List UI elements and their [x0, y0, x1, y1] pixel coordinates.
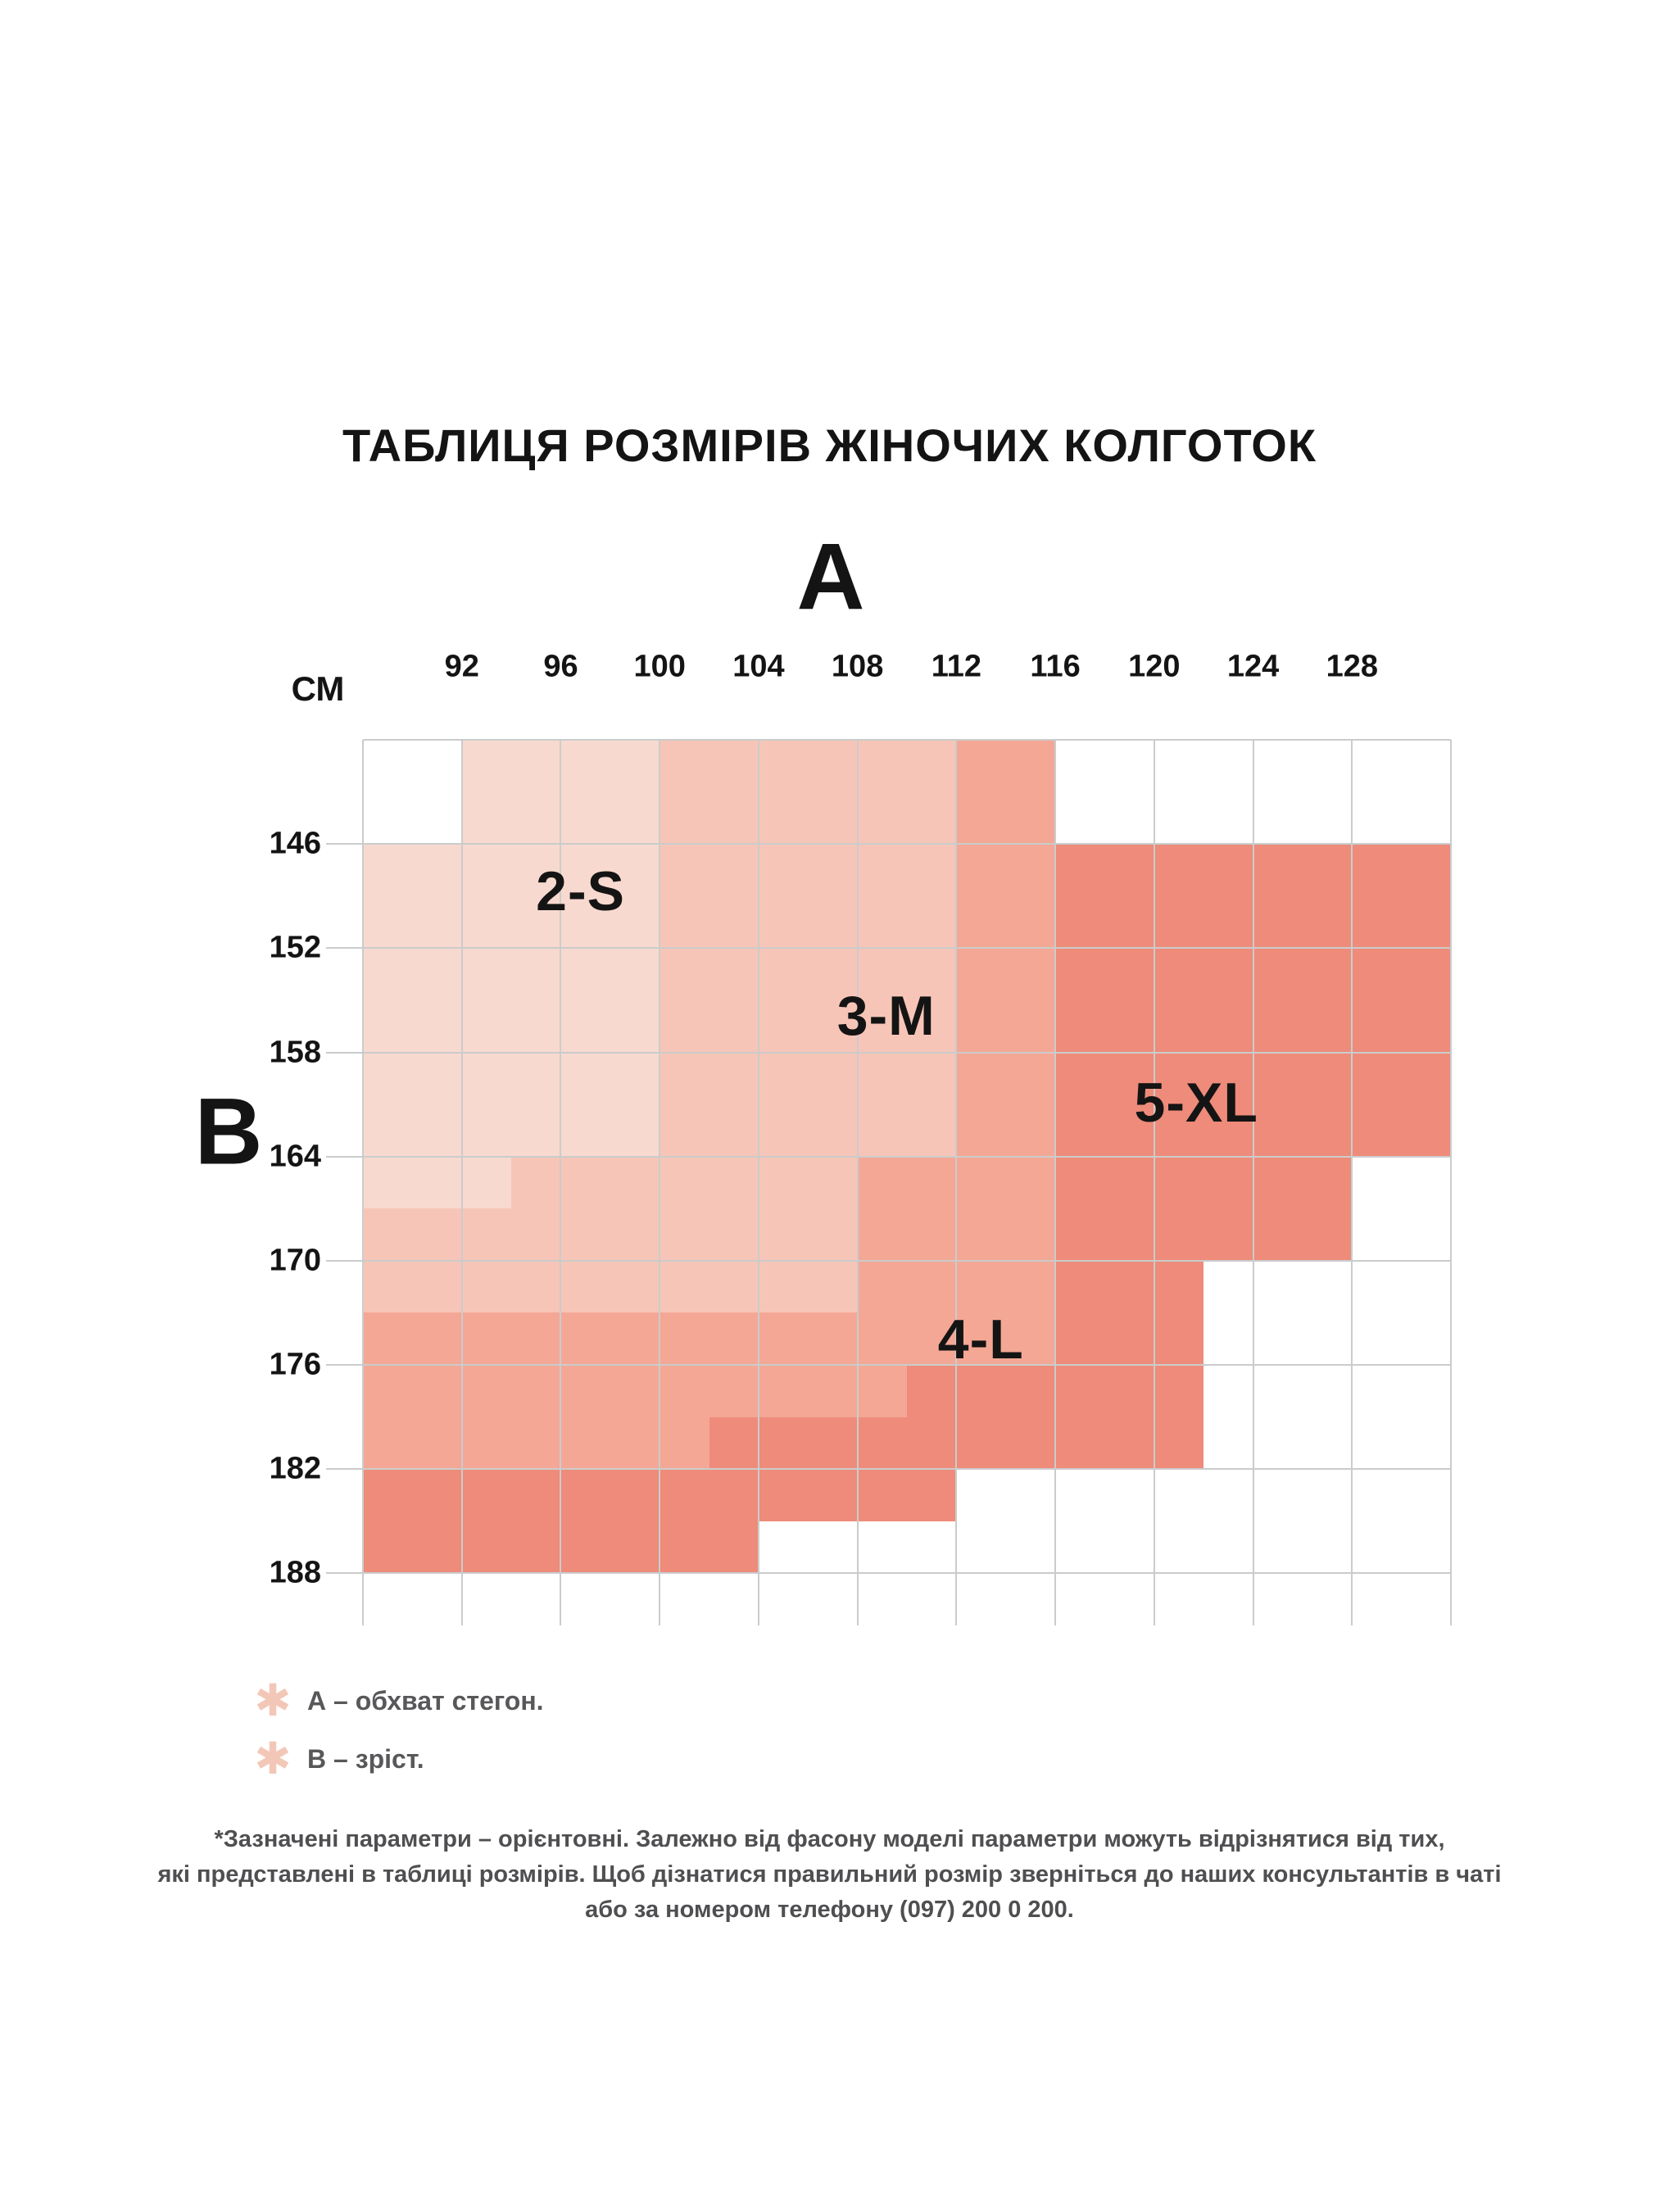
size-region-cell	[363, 1208, 858, 1261]
asterisk-icon: ✱	[254, 1734, 292, 1784]
size-region-cell	[363, 948, 660, 1000]
legend-item: ✱ А – обхват стегон.	[248, 1676, 544, 1725]
size-region-cell	[363, 1416, 709, 1470]
size-region-cell	[363, 1365, 907, 1417]
y-tick-label: 176	[269, 1347, 321, 1382]
size-region-cell	[1055, 1208, 1353, 1261]
gridline-horizontal	[326, 1259, 1451, 1262]
gridline-horizontal	[326, 1468, 1451, 1471]
footnote: *Зазначені параметри – орієнтовні. Залеж…	[0, 1822, 1659, 1928]
axis-b-letter: В	[194, 1079, 263, 1185]
size-label-2-s: 2-S	[536, 859, 626, 922]
size-label-3-m: 3-M	[836, 985, 936, 1048]
size-region-cell	[660, 844, 957, 896]
asterisk-icon: ✱	[254, 1676, 292, 1725]
gridline-horizontal	[326, 1051, 1451, 1054]
gridline-horizontal	[326, 1572, 1451, 1575]
size-region-cell	[956, 1052, 1056, 1105]
size-region-cell	[1055, 1260, 1204, 1313]
gridline-vertical	[757, 740, 759, 1625]
gridline-vertical	[560, 740, 562, 1625]
size-region-cell	[363, 895, 660, 949]
footnote-line: які представлені в таблиці розмірів. Щоб…	[157, 1861, 1502, 1888]
size-region-cell	[511, 1156, 858, 1209]
legend-item-label: А – обхват стегон.	[307, 1685, 544, 1716]
size-region-cell	[956, 948, 1056, 1000]
legend-item-label: В – зріст.	[307, 1743, 424, 1774]
gridline-vertical	[1054, 740, 1057, 1625]
gridline-horizontal	[326, 947, 1451, 950]
page-title: ТАБЛИЦЯ РОЗМІРІВ ЖІНОЧИХ КОЛГОТОК	[342, 419, 1317, 471]
size-region-cell	[363, 844, 660, 896]
size-region-cell	[363, 1260, 858, 1313]
size-label-5-xl: 5-XL	[1134, 1072, 1258, 1135]
gridline-horizontal	[326, 843, 1451, 845]
size-region-cell	[956, 844, 1056, 896]
size-region-cell	[660, 895, 957, 949]
size-region-cell	[1055, 1156, 1353, 1209]
size-region-cell	[660, 791, 957, 845]
y-tick-label: 146	[269, 826, 321, 861]
axis-a-letter: А	[796, 524, 865, 630]
gridline-horizontal	[326, 1364, 1451, 1367]
size-region-cell	[660, 740, 957, 792]
footnote-line: *Зазначені параметри – орієнтовні. Залеж…	[214, 1826, 1445, 1852]
size-region-cell	[956, 1104, 1056, 1157]
size-label-4-l: 4-L	[937, 1308, 1024, 1371]
gridline-vertical	[362, 740, 364, 1625]
gridline-vertical	[1450, 740, 1452, 1625]
footnote-line: або за номером телефону (097) 200 0 200.	[585, 1897, 1074, 1923]
gridline-horizontal	[326, 1155, 1451, 1158]
y-tick-label: 158	[269, 1035, 321, 1070]
y-tick-label: 152	[269, 930, 321, 965]
y-tick-label: 164	[269, 1139, 321, 1174]
x-tick-label: 120	[1128, 649, 1181, 684]
x-tick-label: 92	[444, 649, 479, 684]
y-tick-label: 170	[269, 1243, 321, 1278]
gridline-vertical	[659, 740, 661, 1625]
x-tick-label: 104	[732, 649, 785, 684]
gridline-vertical	[1252, 740, 1254, 1625]
x-tick-label: 124	[1226, 649, 1280, 684]
x-tick-label: 96	[543, 649, 578, 684]
size-region-cell	[363, 1104, 660, 1157]
size-region-cell	[660, 1104, 957, 1157]
size-region-cell	[660, 948, 957, 1000]
gridline-vertical	[460, 740, 463, 1625]
x-tick-label: 128	[1326, 649, 1378, 684]
gridline-horizontal	[363, 739, 1451, 741]
size-region-cell	[363, 1156, 512, 1209]
size-region-cell	[1055, 1312, 1204, 1366]
legend-item: ✱ В – зріст.	[248, 1734, 424, 1784]
gridline-vertical	[1351, 740, 1353, 1625]
gridline-vertical	[856, 740, 859, 1625]
size-region-cell	[956, 791, 1056, 845]
gridline-vertical	[1153, 740, 1155, 1625]
size-region-cell	[660, 999, 957, 1053]
x-tick-label: 108	[831, 649, 884, 684]
y-tick-label: 182	[269, 1451, 321, 1486]
size-grid: 2-S 3-M 4-L 5-XL	[326, 739, 1452, 1625]
size-region-cell	[956, 999, 1056, 1053]
size-region-cell	[363, 1312, 1056, 1366]
unit-label-cm: СМ	[291, 669, 345, 708]
y-tick-label: 188	[269, 1555, 321, 1590]
size-region-cell	[363, 1052, 660, 1105]
x-tick-label: 100	[633, 649, 686, 684]
x-tick-label: 112	[931, 649, 982, 684]
size-region-cell	[956, 740, 1056, 792]
size-region-cell	[956, 895, 1056, 949]
size-region-cell	[660, 1052, 957, 1105]
gridline-vertical	[955, 740, 958, 1625]
size-region-cell	[363, 999, 660, 1053]
x-tick-label: 116	[1030, 649, 1081, 684]
